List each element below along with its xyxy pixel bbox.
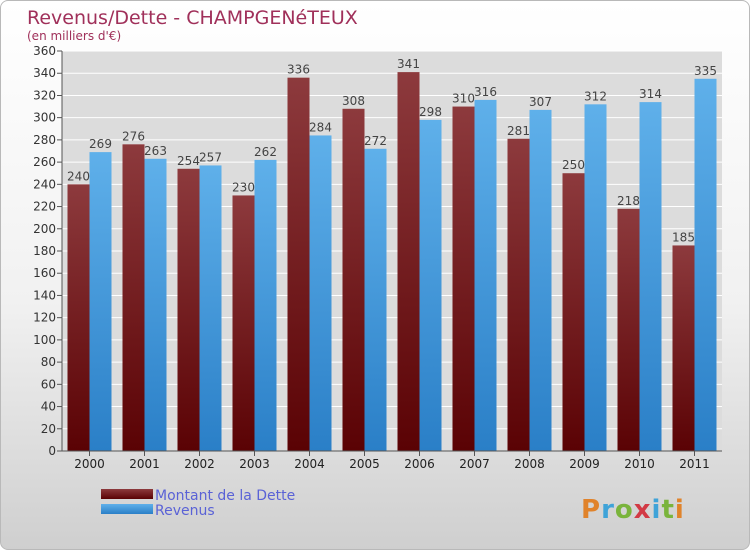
y-tick-label: 300 <box>33 111 56 125</box>
bar-revenue-2008 <box>529 109 552 451</box>
y-tick-label: 100 <box>33 333 56 347</box>
y-tick-label: 340 <box>33 66 56 80</box>
x-tick-label: 2008 <box>514 457 545 471</box>
data-label-debt: 218 <box>617 194 640 208</box>
y-tick-label: 140 <box>33 288 56 302</box>
bar-revenue-2000 <box>89 152 112 451</box>
data-label-revenue: 312 <box>584 89 607 103</box>
x-tick-label: 2011 <box>679 457 710 471</box>
proxiti-logo: Proxiti <box>581 495 685 525</box>
bar-revenue-2011 <box>694 78 717 452</box>
x-tick-label: 2010 <box>624 457 655 471</box>
data-label-debt: 310 <box>452 92 475 106</box>
data-label-revenue: 316 <box>474 85 497 99</box>
bar-debt-2006 <box>397 72 420 451</box>
data-label-revenue: 335 <box>694 64 717 78</box>
x-tick-label: 2003 <box>239 457 270 471</box>
bar-debt-2005 <box>342 108 365 452</box>
data-label-debt: 254 <box>177 154 200 168</box>
bar-revenue-2002 <box>199 165 222 451</box>
legend-swatch-debt <box>101 489 153 499</box>
data-label-debt: 240 <box>67 169 90 183</box>
chart-title: Revenus/Dette - CHAMPGENéTEUX <box>27 7 358 29</box>
legend-label-revenue: Revenus <box>155 503 215 519</box>
grid-lines <box>62 50 722 452</box>
y-tick-label: 40 <box>41 400 56 414</box>
chart-subtitle: (en milliers d'€) <box>27 29 121 43</box>
data-label-revenue: 314 <box>639 87 662 101</box>
y-tick-label: 120 <box>33 311 56 325</box>
bar-debt-2002 <box>177 168 200 451</box>
bar-debt-2011 <box>672 245 695 451</box>
y-tick-label: 180 <box>33 244 56 258</box>
data-label-debt: 185 <box>672 230 695 244</box>
data-label-revenue: 262 <box>254 145 277 159</box>
data-label-revenue: 298 <box>419 105 442 119</box>
data-label-revenue: 257 <box>199 150 222 164</box>
x-tick-label: 2005 <box>349 457 380 471</box>
y-tick-label: 320 <box>33 88 56 102</box>
y-tick-label: 80 <box>41 355 56 369</box>
bar-revenue-2010 <box>639 102 662 451</box>
data-label-debt: 341 <box>397 57 420 71</box>
bar-revenue-2003 <box>254 159 277 451</box>
bar-debt-2001 <box>122 144 145 452</box>
y-tick-label: 220 <box>33 200 56 214</box>
x-axis: 2000 2001 2002 2003 2004 2005 2006 2007 2008 2009… <box>62 450 722 471</box>
legend-label-debt: Montant de la Dette <box>155 488 295 504</box>
y-tick-label: 20 <box>41 422 56 436</box>
y-tick-label: 260 <box>33 155 56 169</box>
legend-swatch-revenue <box>101 504 153 514</box>
bar-debt-2009 <box>562 173 585 451</box>
bar-revenue-2006 <box>419 119 442 451</box>
bar-debt-2004 <box>287 77 310 452</box>
bar-debt-2010 <box>617 208 640 451</box>
bar-series <box>67 72 717 452</box>
bar-debt-2003 <box>232 195 255 451</box>
x-tick-label: 2009 <box>569 457 600 471</box>
x-tick-label: 2001 <box>129 457 160 471</box>
y-tick-label: 0 <box>48 444 56 458</box>
y-tick-label: 60 <box>41 377 56 391</box>
data-label-revenue: 269 <box>89 137 112 151</box>
bar-revenue-2007 <box>474 99 497 451</box>
data-label-revenue: 272 <box>364 134 387 148</box>
data-label-debt: 281 <box>507 124 530 138</box>
legend: Montant de la Dette Revenus <box>101 488 295 519</box>
data-label-revenue: 284 <box>309 120 332 134</box>
y-tick-label: 240 <box>33 177 56 191</box>
data-label-revenue: 307 <box>529 95 552 109</box>
data-label-debt: 308 <box>342 94 365 108</box>
data-label-debt: 276 <box>122 129 145 143</box>
x-tick-label: 2006 <box>404 457 435 471</box>
x-tick-label: 2004 <box>294 457 325 471</box>
bar-revenue-2005 <box>364 148 387 451</box>
data-label-revenue: 263 <box>144 144 167 158</box>
x-tick-label: 2000 <box>74 457 105 471</box>
svg-text:Proxiti: Proxiti <box>581 495 685 525</box>
bar-revenue-2001 <box>144 158 167 451</box>
bar-debt-2007 <box>452 106 475 452</box>
data-label-debt: 230 <box>232 180 255 194</box>
y-axis: 0 20 40 60 80 100 120 140 160 180 200 220 240 260 280 3… <box>33 44 63 458</box>
x-tick-label: 2002 <box>184 457 215 471</box>
y-tick-label: 280 <box>33 133 56 147</box>
data-label-debt: 336 <box>287 63 310 77</box>
y-tick-label: 360 <box>33 44 56 58</box>
bar-revenue-2004 <box>309 135 332 451</box>
data-label-debt: 250 <box>562 158 585 172</box>
bar-debt-2000 <box>67 184 90 452</box>
x-tick-label: 2007 <box>459 457 490 471</box>
bar-debt-2008 <box>507 138 530 451</box>
y-tick-label: 160 <box>33 266 56 280</box>
bar-revenue-2009 <box>584 104 607 451</box>
y-tick-label: 200 <box>33 222 56 236</box>
